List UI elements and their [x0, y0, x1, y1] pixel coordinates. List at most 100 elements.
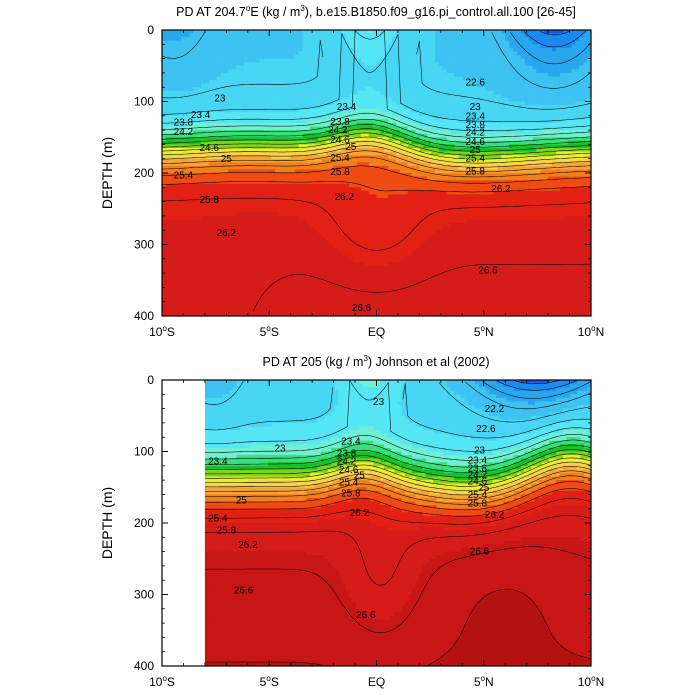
heatmap-cell [321, 251, 327, 256]
heatmap-cell [247, 87, 253, 92]
heatmap-cell [357, 37, 362, 42]
heatmap-cell [247, 122, 253, 128]
heatmap-cell [197, 33, 202, 38]
heatmap-cell [243, 190, 249, 196]
heatmap-cell [368, 33, 374, 38]
heatmap-cell [333, 290, 339, 296]
heatmap-cell [236, 187, 241, 192]
heatmap-cell [271, 140, 276, 145]
heatmap-cell [286, 155, 292, 160]
heatmap-cell [162, 90, 167, 95]
heatmap-cell [396, 187, 401, 192]
heatmap-cell [329, 105, 335, 110]
heatmap-cell [271, 287, 276, 292]
heatmap-cell [232, 30, 237, 35]
heatmap-cell [372, 298, 378, 303]
heatmap-cell [403, 58, 409, 63]
heatmap-cell [189, 33, 194, 38]
heatmap-cell [267, 87, 272, 92]
heatmap-cell [204, 194, 210, 199]
heatmap-cell [368, 305, 374, 310]
heatmap-cell [169, 115, 175, 120]
heatmap-cell [321, 101, 327, 106]
heatmap-cell [282, 308, 288, 314]
heatmap-cell [337, 140, 342, 145]
heatmap-cell [247, 72, 253, 78]
heatmap-cell [212, 294, 218, 299]
heatmap-cell [282, 162, 288, 167]
heatmap-cell [181, 215, 186, 221]
heatmap-cell [341, 105, 346, 110]
heatmap-cell [201, 215, 206, 221]
heatmap-cell [314, 280, 319, 285]
heatmap-cell [321, 122, 327, 128]
heatmap-cell [345, 269, 350, 274]
heatmap-cell [368, 262, 374, 267]
heatmap-cell [357, 305, 362, 310]
heatmap-cell [376, 255, 381, 260]
heatmap-cell [193, 251, 198, 256]
heatmap-cell [177, 58, 183, 63]
heatmap-cell [372, 226, 378, 231]
heatmap-cell [193, 298, 198, 303]
heatmap-cell [403, 30, 409, 35]
heatmap-cell [360, 58, 366, 63]
heatmap-cell [204, 226, 210, 231]
heatmap-cell [267, 169, 272, 174]
heatmap-cell [384, 108, 389, 113]
heatmap-cell [189, 187, 194, 192]
heatmap-cell [341, 80, 346, 85]
heatmap-cell [279, 115, 284, 120]
heatmap-cell [349, 223, 354, 228]
heatmap-cell [204, 308, 210, 314]
heatmap-cell [197, 201, 202, 206]
heatmap-cell [208, 62, 214, 67]
heatmap-cell [325, 173, 331, 178]
heatmap-cell [353, 201, 358, 206]
heatmap-cell [173, 126, 179, 131]
heatmap-cell [204, 130, 210, 135]
heatmap-cell [396, 173, 401, 178]
heatmap-cell [357, 294, 362, 299]
heatmap-cell [357, 183, 362, 188]
heatmap-cell [169, 55, 175, 60]
heatmap-cell [337, 155, 342, 160]
heatmap-cell [399, 212, 405, 217]
heatmap-cell [216, 119, 222, 124]
heatmap-cell [302, 265, 307, 271]
heatmap-cell [310, 76, 315, 81]
heatmap-cell [314, 165, 319, 171]
heatmap-cell [349, 97, 354, 103]
heatmap-cell [376, 126, 381, 131]
heatmap-cell [341, 269, 346, 274]
heatmap-cell [349, 258, 354, 263]
heatmap-cell [306, 126, 311, 131]
heatmap-cell [189, 133, 194, 138]
heatmap-cell [298, 144, 303, 149]
heatmap-cell [353, 298, 358, 303]
heatmap-cell [392, 147, 397, 153]
heatmap-cell [306, 40, 311, 45]
heatmap-cell [321, 194, 327, 199]
heatmap-cell [302, 55, 307, 60]
heatmap-cell [275, 219, 280, 224]
heatmap-cell [364, 176, 370, 181]
heatmap-cell [325, 176, 331, 181]
heatmap-cell [193, 244, 198, 249]
heatmap-cell [224, 237, 229, 242]
heatmap-cell [360, 262, 366, 267]
heatmap-cell [376, 212, 381, 217]
heatmap-cell [399, 144, 405, 149]
heatmap-cell [185, 130, 190, 135]
heatmap-cell [341, 273, 346, 278]
heatmap-cell [181, 55, 186, 60]
heatmap-cell [216, 215, 222, 221]
heatmap-cell [216, 173, 222, 178]
heatmap-cell [290, 51, 296, 56]
heatmap-cell [165, 44, 171, 49]
heatmap-cell [255, 140, 261, 145]
heatmap-cell [251, 180, 257, 185]
heatmap-cell [267, 230, 272, 235]
heatmap-cell [240, 240, 245, 246]
heatmap-cell [298, 176, 303, 181]
